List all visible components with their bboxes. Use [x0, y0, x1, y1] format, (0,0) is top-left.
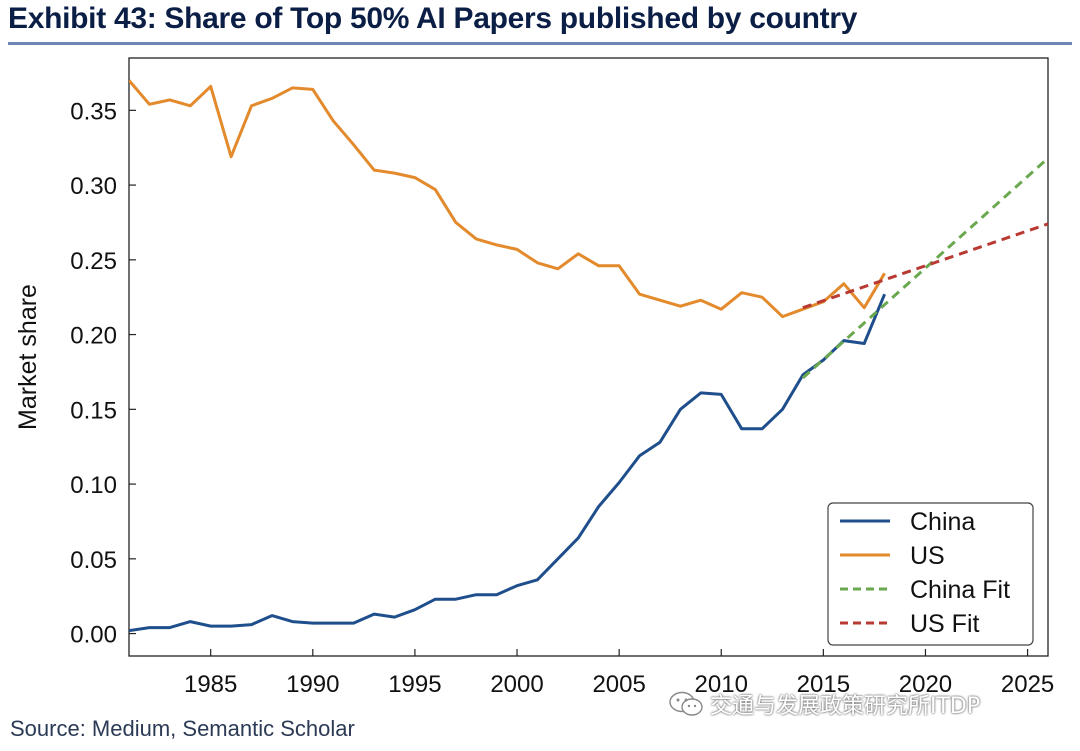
title-divider [8, 42, 1072, 45]
legend-entry-label: US Fit [910, 610, 980, 638]
x-tick-label: 2015 [797, 671, 850, 698]
x-tick-label: 2025 [1001, 671, 1054, 698]
y-tick-label: 0.05 [70, 547, 117, 574]
source-note: Source: Medium, Semantic Scholar [10, 716, 355, 741]
watermark-text: 交通与发展政策研究所ITDP [710, 694, 981, 719]
y-tick-label: 0.20 [70, 323, 117, 350]
page-title: Exhibit 43: Share of Top 50% AI Papers p… [8, 2, 858, 35]
x-tick-label: 1995 [388, 671, 441, 698]
x-tick-label: 2005 [592, 671, 645, 698]
x-tick-label: 2020 [899, 671, 952, 698]
legend-box [827, 502, 1034, 646]
watermark: 交通与发展政策研究所ITDP [668, 688, 980, 720]
series-line-china-fit [801, 157, 1048, 380]
y-axis-label: Market share [14, 284, 42, 430]
y-tick-label: 0.15 [70, 397, 117, 424]
y-tick-label: 0.30 [70, 173, 117, 200]
y-tick-label: 0.10 [70, 472, 117, 499]
x-tick-label: 2000 [490, 671, 543, 698]
y-tick-label: 0.25 [70, 248, 117, 275]
x-tick-label: 1985 [184, 671, 237, 698]
y-tick-label: 0.00 [70, 622, 117, 649]
legend-entry-label: China Fit [910, 576, 1010, 604]
series-line-china [129, 293, 886, 633]
x-tick-label: 2010 [695, 671, 748, 698]
wechat-icon [669, 691, 703, 716]
x-tick-label: 1990 [286, 671, 339, 698]
y-tick-label: 0.35 [70, 98, 117, 125]
plot-area-frame [128, 57, 1049, 657]
series-line-us-fit [802, 222, 1048, 310]
legend-entry-label: US [910, 542, 945, 570]
legend-entry-label: China [910, 508, 975, 536]
series-line-us [129, 79, 886, 319]
